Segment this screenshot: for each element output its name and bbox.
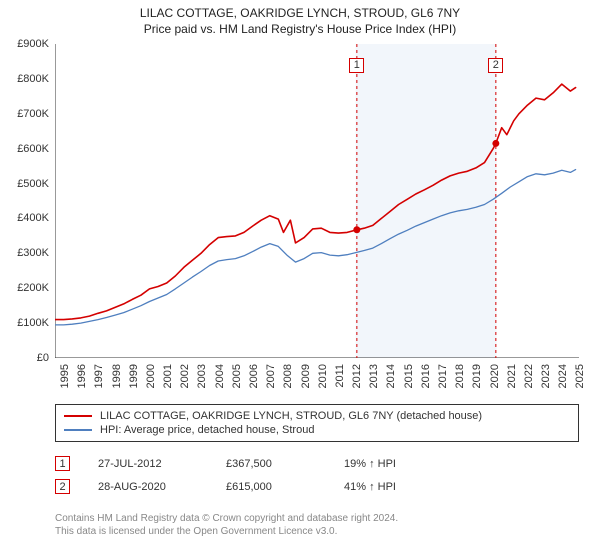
y-tick-label: £400K — [17, 212, 49, 224]
x-tick-label: 2001 — [162, 364, 174, 388]
x-tick-label: 2013 — [368, 364, 380, 388]
event-row-price: £615,000 — [226, 481, 316, 493]
plot-area: £0£100K£200K£300K£400K£500K£600K£700K£80… — [55, 44, 579, 358]
legend-item: HPI: Average price, detached house, Stro… — [64, 423, 570, 437]
y-tick-label: £600K — [17, 143, 49, 155]
events-table: 1 27-JUL-2012 £367,500 19% ↑ HPI 2 28-AUG-202… — [55, 452, 396, 498]
x-tick-label: 1999 — [128, 364, 140, 388]
plot-svg — [55, 44, 579, 358]
x-tick-label: 2023 — [540, 364, 552, 388]
x-tick-label: 2004 — [214, 364, 226, 388]
y-tick-label: £700K — [17, 108, 49, 120]
x-tick-label: 2018 — [454, 364, 466, 388]
event-row-vs-hpi: 19% ↑ HPI — [344, 458, 396, 470]
x-tick-label: 2015 — [403, 364, 415, 388]
event-row-marker: 2 — [55, 479, 70, 494]
footer-line1: Contains HM Land Registry data © Crown c… — [55, 512, 398, 525]
x-tick-label: 2006 — [248, 364, 260, 388]
event-row-date: 28-AUG-2020 — [98, 481, 198, 493]
y-tick-label: £500K — [17, 178, 49, 190]
event-row-price: £367,500 — [226, 458, 316, 470]
x-tick-label: 1998 — [111, 364, 123, 388]
legend-label: LILAC COTTAGE, OAKRIDGE LYNCH, STROUD, G… — [100, 410, 482, 422]
x-tick-label: 2020 — [489, 364, 501, 388]
event-row-marker: 1 — [55, 456, 70, 471]
y-tick-label: £0 — [37, 352, 49, 364]
x-tick-label: 2016 — [420, 364, 432, 388]
y-tick-label: £100K — [17, 317, 49, 329]
legend: LILAC COTTAGE, OAKRIDGE LYNCH, STROUD, G… — [55, 404, 579, 442]
event-row: 1 27-JUL-2012 £367,500 19% ↑ HPI — [55, 452, 396, 475]
x-tick-label: 2024 — [557, 364, 569, 388]
x-tick-label: 1997 — [93, 364, 105, 388]
y-tick-label: £200K — [17, 282, 49, 294]
x-tick-label: 2003 — [196, 364, 208, 388]
event-row: 2 28-AUG-2020 £615,000 41% ↑ HPI — [55, 475, 396, 498]
x-tick-label: 2025 — [574, 364, 586, 388]
x-tick-label: 1995 — [59, 364, 71, 388]
event-row-date: 27-JUL-2012 — [98, 458, 198, 470]
legend-label: HPI: Average price, detached house, Stro… — [100, 424, 314, 436]
y-tick-label: £300K — [17, 247, 49, 259]
x-tick-label: 2022 — [523, 364, 535, 388]
x-tick-label: 2021 — [506, 364, 518, 388]
chart-title-line2: Price paid vs. HM Land Registry's House … — [0, 22, 600, 36]
footer-line2: This data is licensed under the Open Gov… — [55, 525, 398, 538]
y-tick-label: £900K — [17, 38, 49, 50]
footer-attribution: Contains HM Land Registry data © Crown c… — [55, 512, 398, 538]
x-tick-label: 2008 — [282, 364, 294, 388]
legend-swatch — [64, 429, 92, 431]
legend-swatch — [64, 415, 92, 417]
x-tick-label: 2014 — [385, 364, 397, 388]
x-tick-label: 2009 — [300, 364, 312, 388]
x-tick-label: 2002 — [179, 364, 191, 388]
x-tick-label: 2012 — [351, 364, 363, 388]
y-tick-label: £800K — [17, 73, 49, 85]
x-tick-label: 2010 — [317, 364, 329, 388]
event-row-vs-hpi: 41% ↑ HPI — [344, 481, 396, 493]
event-marker: 2 — [488, 58, 503, 73]
x-tick-label: 1996 — [76, 364, 88, 388]
x-tick-label: 2005 — [231, 364, 243, 388]
x-tick-label: 2019 — [471, 364, 483, 388]
chart-titles: LILAC COTTAGE, OAKRIDGE LYNCH, STROUD, G… — [0, 0, 600, 36]
x-tick-label: 2007 — [265, 364, 277, 388]
x-tick-label: 2017 — [437, 364, 449, 388]
event-marker: 1 — [349, 58, 364, 73]
x-tick-label: 2000 — [145, 364, 157, 388]
x-tick-label: 2011 — [334, 364, 346, 388]
legend-item: LILAC COTTAGE, OAKRIDGE LYNCH, STROUD, G… — [64, 409, 570, 423]
chart-title-line1: LILAC COTTAGE, OAKRIDGE LYNCH, STROUD, G… — [0, 6, 600, 20]
